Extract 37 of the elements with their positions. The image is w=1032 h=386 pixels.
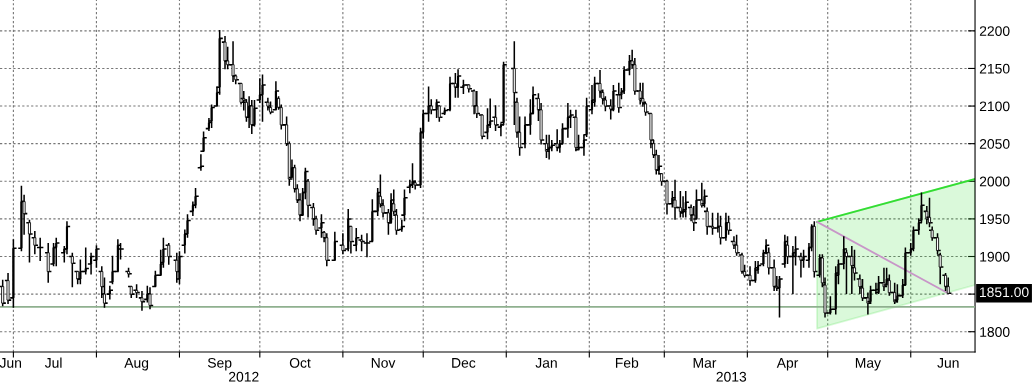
annotation: 1851.00	[979, 287, 1029, 298]
x-tick-label: Dec	[452, 358, 476, 368]
candlestick	[127, 267, 131, 278]
candlestick	[46, 242, 50, 283]
candlestick	[946, 277, 950, 295]
y-tick-label: 1950	[980, 214, 1010, 225]
candlestick	[175, 252, 179, 283]
x-tick-label: Jun	[0, 358, 22, 368]
y-tick-label: 1800	[980, 327, 1010, 337]
x-tick-label: Mar	[693, 358, 717, 368]
candlestick	[944, 273, 948, 292]
candlestick	[711, 212, 715, 235]
x-tick-label: Aug	[124, 358, 149, 371]
x-tick-label: Nov	[371, 358, 396, 368]
x-tick-label: May	[855, 358, 881, 371]
text: 2012	[229, 371, 259, 382]
text: 2013	[716, 371, 747, 382]
candlestick	[325, 233, 329, 267]
x-tick-label: Apr	[776, 358, 799, 371]
x-tick-label: Jul	[44, 357, 62, 368]
candlestick	[27, 219, 31, 263]
x-tick-label: Sep	[207, 357, 232, 371]
x-tick-label: Jun	[937, 358, 959, 368]
candlestick	[1, 279, 5, 307]
y-tick-label: 2200	[979, 26, 1010, 37]
candlestick	[719, 215, 723, 245]
x-tick-label: Oct	[289, 357, 311, 368]
y-tick-label: 2150	[979, 63, 1010, 74]
candlestick	[135, 284, 139, 298]
candlestick	[266, 97, 270, 111]
y-tick-label: 2050	[979, 139, 1010, 149]
x-tick-label: Feb	[615, 357, 639, 368]
y-tick-label: 2000	[979, 176, 1010, 187]
candlestick	[70, 252, 74, 288]
y-tick-label: 1900	[980, 251, 1010, 262]
y-tick-label: 2100	[979, 101, 1010, 112]
x-tick-label: Jan	[535, 358, 557, 368]
